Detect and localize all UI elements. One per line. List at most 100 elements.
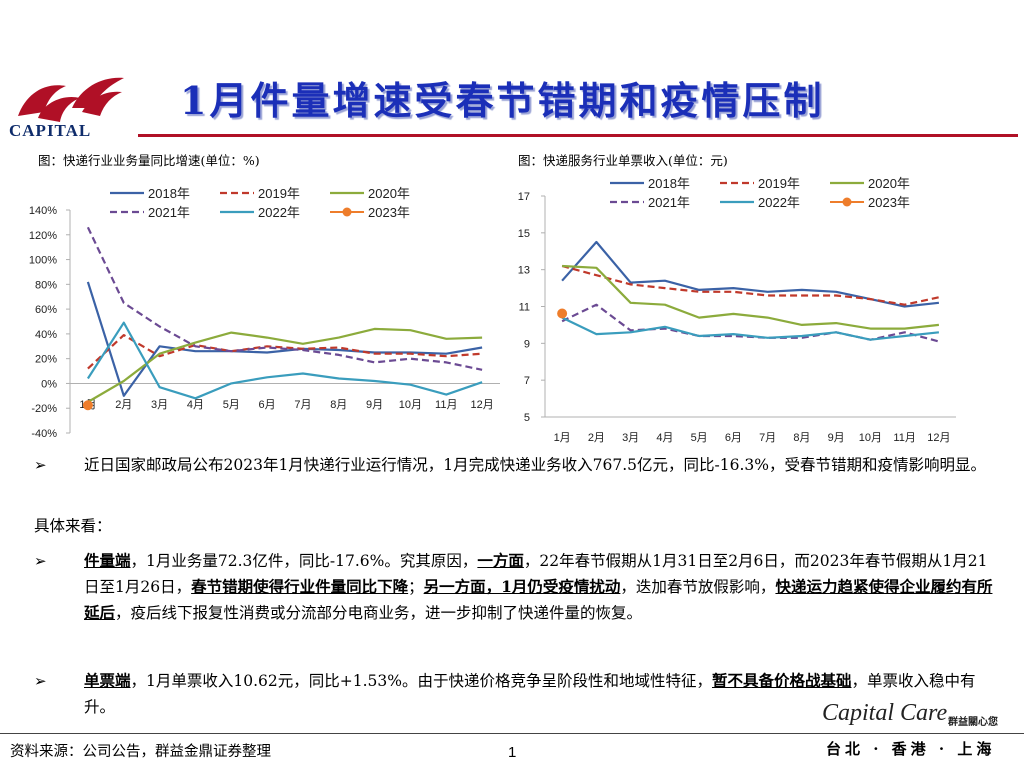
x-tick-label: 5月 <box>691 432 708 444</box>
capital-logo-mark <box>18 77 124 122</box>
x-tick-label: 5月 <box>223 399 240 411</box>
title-divider <box>138 134 1018 137</box>
series-line-2022 <box>86 321 483 400</box>
x-tick-label: 7月 <box>759 432 776 444</box>
y-tick-label: 100% <box>29 255 57 267</box>
y-tick-label: 0% <box>41 378 57 390</box>
x-tick-label: 6月 <box>259 399 276 411</box>
legend-label: 2018年 <box>148 186 190 201</box>
capital-care-logo: Capital Care <box>822 700 948 726</box>
x-tick-label: 7月 <box>294 399 311 411</box>
bullet-icon: ➢ <box>34 552 47 570</box>
no-price-war-emphasis: 暂不具备价格战基础 <box>711 671 852 690</box>
x-tick-label: 3月 <box>622 432 639 444</box>
legend-label: 2021年 <box>148 205 190 220</box>
data-point-2023 <box>557 308 568 319</box>
subheading: 具体来看： <box>34 517 112 535</box>
legend-label: 2022年 <box>758 195 800 210</box>
bullet-icon: ➢ <box>34 456 47 474</box>
volume-keyword: 件量端 <box>84 551 131 570</box>
x-tick-label: 8月 <box>793 432 810 444</box>
legend-label: 2022年 <box>258 205 300 220</box>
one-hand-keyword: 一方面 <box>477 551 524 570</box>
bullet-icon: ➢ <box>34 672 47 690</box>
series-line-2018 <box>86 281 483 397</box>
legend-marker <box>842 197 852 207</box>
x-tick-label: 10月 <box>399 399 422 411</box>
legend-label: 2019年 <box>758 176 800 191</box>
x-tick-label: 2月 <box>115 399 132 411</box>
y-tick-label: 80% <box>35 279 57 291</box>
y-tick-label: 40% <box>35 329 57 341</box>
holiday-shift-emphasis: 春节错期使得行业件量同比下降 <box>191 577 409 596</box>
volume-growth-chart: -40%-20%0%20%40%60%80%100%120%140%1月2月3月… <box>29 186 500 440</box>
y-tick-label: 140% <box>29 205 57 217</box>
legend-label: 2023年 <box>868 195 910 210</box>
x-tick-label: 4月 <box>656 432 673 444</box>
legend-label: 2018年 <box>648 176 690 191</box>
x-tick-label: 8月 <box>330 399 347 411</box>
series-line-2021 <box>86 226 483 371</box>
volume-text: ，疫后线下报复性消费或分流部分电商业务，进一步抑制了快递件量的恢复。 <box>115 604 643 622</box>
x-tick-label: 4月 <box>187 399 204 411</box>
x-tick-label: 1月 <box>554 432 571 444</box>
x-tick-label: 12月 <box>470 399 493 411</box>
y-tick-label: 60% <box>35 304 57 316</box>
legend-marker <box>342 207 352 217</box>
x-tick-label: 3月 <box>151 399 168 411</box>
capital-care-tagline: 群益關心您 <box>948 717 998 728</box>
footer-divider <box>0 733 1024 734</box>
left-chart-caption: 图：快递行业业务量同比增速(单位：%) <box>38 153 260 168</box>
series-line-2019 <box>561 264 940 306</box>
revenue-per-parcel-chart: 5 7 9 11 13 15 17 1月 2月 3月 4月 5月 6月 7月 8月 9月 10月 11月 12月 20… <box>518 176 956 444</box>
x-tick-label: 11月 <box>435 399 457 411</box>
legend-label: 2020年 <box>868 176 910 191</box>
x-tick-label: 11月 <box>893 432 915 444</box>
legend-label: 2023年 <box>368 205 410 220</box>
source-note: 资料来源：公司公告，群益金鼎证券整理 <box>10 744 271 760</box>
y-tick-label: -40% <box>31 428 57 440</box>
page-title: 1月件量增速受春节错期和疫情压制 <box>180 78 825 123</box>
capacity-emphasis: 快递运力趋紧使得企业履约有所延后 <box>84 577 993 622</box>
epidemic-emphasis: 另一方面，1月仍受疫情扰动 <box>423 577 621 596</box>
y-tick-label: 20% <box>35 354 57 366</box>
unit-price-text: ，单票收入稳中有升。 <box>84 672 976 716</box>
unit-price-keyword: 单票端 <box>84 671 131 690</box>
y-tick-label: 13 <box>518 265 530 277</box>
series-line-2022 <box>561 316 940 341</box>
right-chart-caption: 图：快递服务行业单票收入(单位：元) <box>518 153 728 168</box>
volume-text: ，迭加春节放假影响， <box>620 578 776 596</box>
page-number: 1 <box>508 744 517 761</box>
y-tick-label: 5 <box>524 412 530 424</box>
series-line-2020 <box>87 327 483 403</box>
office-cities: 台北 · 香港 · 上海 <box>826 740 996 758</box>
y-tick-label: 15 <box>518 228 530 240</box>
y-tick-label: 9 <box>524 338 530 350</box>
legend-label: 2021年 <box>648 195 690 210</box>
series-line-2020 <box>562 264 940 330</box>
legend-label: 2020年 <box>368 186 410 201</box>
capital-logo-text: CAPITAL <box>9 121 92 140</box>
x-tick-label: 9月 <box>366 399 383 411</box>
paragraph-overview: 近日国家邮政局公布2023年1月快递行业运行情况，1月完成快递业务收入767.5… <box>84 452 996 478</box>
paragraph-volume: 件量端，1月业务量72.3亿件，同比-17.6%。究其原因，一方面，22年春节假… <box>84 548 996 626</box>
paragraph-unit-price: 单票端，1月单票收入10.62元，同比+1.53%。由于快递价格竞争呈阶段性和地… <box>84 668 996 720</box>
data-point-2023 <box>82 400 93 411</box>
volume-text: ； <box>408 578 424 596</box>
y-tick-label: -20% <box>31 403 57 415</box>
y-tick-label: 17 <box>518 191 530 203</box>
overview-text: 近日国家邮政局公布2023年1月快递行业运行情况，1月完成快递业务收入767.5… <box>84 456 987 474</box>
unit-price-text: ，1月单票收入10.62元，同比+1.53%。由于快递价格竞争呈阶段性和地域性特… <box>130 672 712 690</box>
legend-label: 2019年 <box>258 186 300 201</box>
x-tick-label: 9月 <box>828 432 845 444</box>
y-tick-label: 120% <box>29 230 57 242</box>
y-tick-label: 7 <box>524 375 530 387</box>
x-tick-label: 6月 <box>725 432 742 444</box>
series-line-2019 <box>87 334 483 370</box>
x-tick-label: 10月 <box>859 432 882 444</box>
volume-text: ，1月业务量72.3亿件，同比-17.6%。究其原因， <box>130 552 478 570</box>
series-line-2018 <box>561 240 940 308</box>
volume-text: ，22年春节假期从1月31日至2月6日，而2023年春节假期从1月21日至1月2… <box>84 552 988 596</box>
y-tick-label: 11 <box>519 302 530 314</box>
x-tick-label: 12月 <box>927 432 950 444</box>
